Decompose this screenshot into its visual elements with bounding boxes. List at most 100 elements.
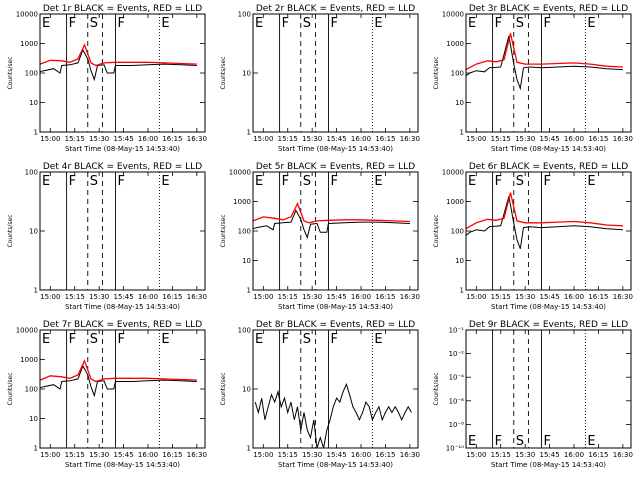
panel-title: Det 4r BLACK = Events, RED = LLD: [43, 162, 202, 172]
x-tick-label: 16:00: [138, 135, 158, 143]
x-axis-label: Start Time (08-May-15 14:53:40): [491, 303, 606, 311]
x-tick-label: 15:30: [89, 293, 109, 301]
events-series-line: [465, 35, 623, 91]
x-tick-label: 15:15: [65, 135, 85, 143]
x-tick-label: 16:30: [187, 135, 207, 143]
y-tick-label: 10⁻¹: [449, 327, 465, 335]
y-tick-label: 10: [242, 257, 251, 265]
x-tick-label: 16:15: [375, 293, 395, 301]
x-tick-label: 15:00: [466, 451, 486, 459]
y-tick-label: 100: [451, 70, 464, 78]
x-tick-label: 15:30: [89, 135, 109, 143]
marker-label: E: [42, 174, 50, 189]
y-tick-label: 10⁻²: [449, 350, 465, 358]
marker-label: F: [495, 434, 502, 449]
y-tick-label: 10: [29, 228, 38, 236]
y-tick-label: 10000: [229, 169, 251, 177]
panel-title: Det 3r BLACK = Events, RED = LLD: [469, 4, 628, 14]
x-tick-label: 16:00: [351, 135, 371, 143]
y-tick-label: 1: [34, 287, 38, 295]
x-tick-label: 15:30: [89, 451, 109, 459]
y-axis-label: Counts/sec: [220, 56, 227, 89]
x-tick-label: 16:30: [613, 293, 633, 301]
y-tick-label: 10000: [442, 11, 464, 19]
marker-label: E: [161, 174, 169, 189]
x-tick-label: 16:00: [351, 293, 371, 301]
marker-label: E: [255, 174, 263, 189]
marker-label: F: [69, 332, 76, 347]
detector-panel: Det 7r BLACK = Events, RED = LLD Counts/s…: [7, 320, 207, 469]
y-axis-label: Counts/sec: [433, 214, 440, 247]
x-tick-label: 15:15: [278, 293, 298, 301]
y-tick-label: 100: [25, 386, 38, 394]
events-series-line: [252, 209, 410, 240]
x-axis-label: Start Time (08-May-15 14:53:40): [278, 145, 393, 153]
marker-label: F: [330, 174, 337, 189]
marker-label: E: [374, 332, 382, 347]
marker-label: S: [303, 16, 311, 31]
y-tick-label: 1000: [446, 40, 464, 48]
y-tick-label: 1000: [233, 198, 251, 206]
y-tick-label: 10⁻¹⁰: [446, 445, 464, 453]
y-tick-label: 10⁻⁸: [449, 421, 465, 429]
x-tick-label: 15:15: [278, 135, 298, 143]
y-tick-label: 10: [29, 99, 38, 107]
x-tick-label: 15:45: [113, 293, 133, 301]
x-tick-label: 16:00: [138, 451, 158, 459]
x-tick-label: 16:15: [588, 451, 608, 459]
x-axis-label: Start Time (08-May-15 14:53:40): [65, 145, 180, 153]
events-series-line: [39, 364, 197, 398]
marker-label: E: [255, 16, 263, 31]
y-axis-label: Counts/sec: [220, 214, 227, 247]
marker-label: F: [282, 332, 289, 347]
x-tick-label: 16:15: [588, 293, 608, 301]
marker-label: F: [330, 332, 337, 347]
x-tick-label: 16:30: [187, 293, 207, 301]
x-axis-label: Start Time (08-May-15 14:53:40): [278, 461, 393, 469]
marker-label: E: [374, 16, 382, 31]
marker-label: E: [468, 174, 476, 189]
y-tick-label: 100: [238, 327, 251, 335]
y-axis-label: Counts/sec: [7, 56, 14, 89]
y-tick-label: 1: [34, 445, 38, 453]
marker-label: S: [90, 16, 98, 31]
x-tick-label: 15:15: [65, 293, 85, 301]
lld-series-line: [39, 359, 197, 383]
detector-panel: Det 4r BLACK = Events, RED = LLD Counts/s…: [7, 162, 207, 311]
panel-title: Det 9r BLACK = Events, RED = LLD: [469, 320, 628, 330]
x-tick-label: 16:15: [375, 135, 395, 143]
panel-title: Det 1r BLACK = Events, RED = LLD: [43, 4, 202, 14]
plot-frame: [465, 13, 632, 133]
marker-label: E: [468, 16, 476, 31]
y-tick-label: 100: [25, 169, 38, 177]
x-axis-label: Start Time (08-May-15 14:53:40): [65, 461, 180, 469]
x-tick-label: 16:15: [588, 135, 608, 143]
x-tick-label: 15:30: [515, 293, 535, 301]
y-tick-label: 10: [455, 99, 464, 107]
x-tick-label: 16:30: [400, 135, 420, 143]
x-tick-label: 15:15: [65, 451, 85, 459]
x-tick-label: 15:45: [326, 293, 346, 301]
panel-title: Det 5r BLACK = Events, RED = LLD: [256, 162, 415, 172]
detector-panel: Det 8r BLACK = Events, RED = LLD Counts/s…: [220, 320, 420, 469]
marker-label: S: [516, 174, 524, 189]
x-tick-label: 15:30: [302, 451, 322, 459]
marker-label: E: [587, 434, 595, 449]
y-tick-label: 10000: [442, 169, 464, 177]
x-tick-label: 16:00: [564, 135, 584, 143]
events-series-line: [254, 382, 412, 449]
marker-label: E: [587, 16, 595, 31]
x-tick-label: 15:00: [466, 135, 486, 143]
plot-frame: [465, 329, 632, 449]
y-tick-label: 1: [247, 287, 251, 295]
marker-label: E: [255, 332, 263, 347]
marker-label: F: [117, 16, 124, 31]
y-tick-label: 1000: [20, 40, 38, 48]
plot-frame: [39, 171, 206, 291]
y-axis-label: Counts/sec: [7, 214, 14, 247]
detector-panel: Det 2r BLACK = Events, RED = LLD Counts/s…: [220, 4, 420, 153]
y-tick-label: 10: [242, 386, 251, 394]
detector-panel: Det 6r BLACK = Events, RED = LLD Counts/s…: [433, 162, 633, 311]
x-tick-label: 15:00: [253, 135, 273, 143]
